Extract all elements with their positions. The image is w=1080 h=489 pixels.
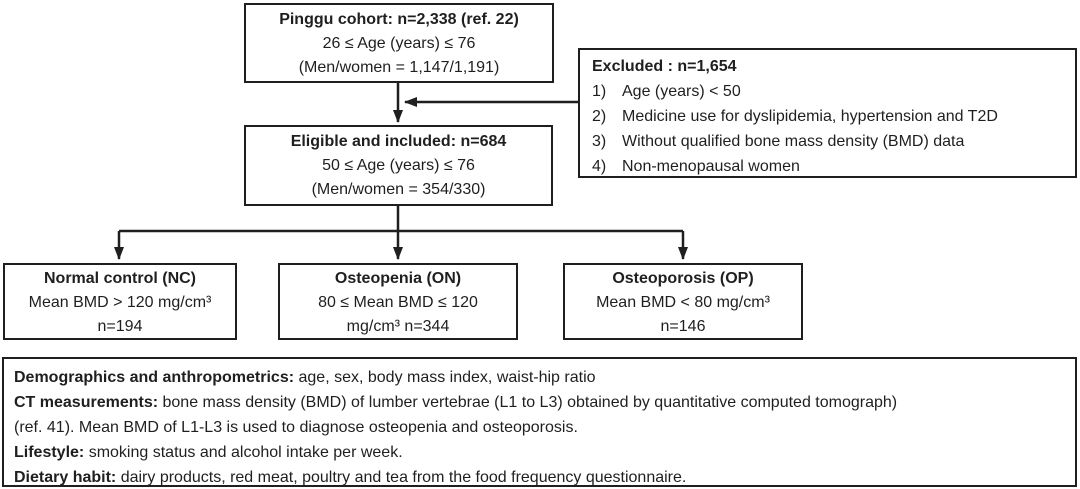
note-label: Demographics and anthropometrics:: [14, 369, 295, 386]
excluded-item-text: Non-menopausal women: [622, 158, 800, 175]
osteoporosis-criteria: Mean BMD < 80 mg/cm³: [596, 294, 770, 311]
excluded-item-number: 3): [592, 133, 607, 150]
note-line-demographics: Demographics and anthropometrics: age, s…: [14, 365, 1065, 390]
excluded-item-number: 2): [592, 108, 607, 125]
pinggu-cohort-title: Pinggu cohort: n=2,338 (ref. 22): [279, 11, 519, 28]
excluded-box: Excluded : n=1,654 1) Age (years) < 50 2…: [578, 48, 1077, 178]
note-label: Dietary habit:: [14, 469, 117, 486]
excluded-item: 2) Medicine use for dyslipidemia, hypert…: [592, 104, 1069, 129]
pinggu-cohort-men-women: (Men/women = 1,147/1,191): [298, 59, 500, 76]
normal-control-criteria: Mean BMD > 120 mg/cm³: [28, 294, 212, 311]
excluded-item-text: Without qualified bone mass density (BMD…: [622, 133, 965, 150]
normal-control-box: Normal control (NC) Mean BMD > 120 mg/cm…: [3, 263, 237, 340]
excluded-title: Excluded : n=1,654: [592, 58, 737, 75]
note-label: CT measurements:: [14, 394, 159, 411]
note-text: smoking status and alcohol intake per we…: [84, 444, 403, 461]
note-text: dairy products, red meat, poultry and te…: [116, 469, 687, 486]
excluded-item: 1) Age (years) < 50: [592, 79, 1069, 104]
osteopenia-criteria: 80 ≤ Mean BMD ≤ 120: [318, 294, 478, 311]
excluded-item-number: 4): [592, 158, 607, 175]
osteoporosis-count: n=146: [660, 318, 706, 335]
eligible-men-women: (Men/women = 354/330): [311, 181, 486, 198]
note-line-ct-measurements-cont: (ref. 41). Mean BMD of L1-L3 is used to …: [14, 415, 1065, 440]
normal-control-title: Normal control (NC): [44, 270, 196, 287]
osteopenia-box: Osteopenia (ON) 80 ≤ Mean BMD ≤ 120 mg/c…: [278, 263, 518, 340]
excluded-item-text: Age (years) < 50: [622, 83, 741, 100]
osteoporosis-box: Osteoporosis (OP) Mean BMD < 80 mg/cm³ n…: [563, 263, 803, 340]
measurements-notes-box: Demographics and anthropometrics: age, s…: [2, 357, 1077, 487]
eligible-age-range: 50 ≤ Age (years) ≤ 76: [322, 157, 475, 174]
excluded-item: 4) Non-menopausal women: [592, 154, 1069, 179]
eligible-box: Eligible and included: n=684 50 ≤ Age (y…: [244, 125, 553, 206]
osteoporosis-title: Osteoporosis (OP): [612, 270, 754, 287]
excluded-item-text: Medicine use for dyslipidemia, hypertens…: [622, 108, 998, 125]
note-text: bone mass density (BMD) of lumber verteb…: [158, 394, 898, 411]
excluded-item-number: 1): [592, 83, 607, 100]
note-line-ct-measurements: CT measurements: bone mass density (BMD)…: [14, 390, 1065, 415]
normal-control-count: n=194: [97, 318, 143, 335]
note-text: age, sex, body mass index, waist-hip rat…: [294, 369, 596, 386]
pinggu-cohort-box: Pinggu cohort: n=2,338 (ref. 22) 26 ≤ Ag…: [244, 3, 554, 83]
eligible-title: Eligible and included: n=684: [290, 133, 507, 150]
note-line-dietary-habit: Dietary habit: dairy products, red meat,…: [14, 465, 1065, 489]
osteopenia-count: mg/cm³ n=344: [346, 318, 450, 335]
excluded-item: 3) Without qualified bone mass density (…: [592, 129, 1069, 154]
pinggu-cohort-age-range: 26 ≤ Age (years) ≤ 76: [322, 35, 476, 52]
note-line-lifestyle: Lifestyle: smoking status and alcohol in…: [14, 440, 1065, 465]
note-text: (ref. 41). Mean BMD of L1-L3 is used to …: [14, 419, 578, 436]
osteopenia-title: Osteopenia (ON): [334, 270, 462, 287]
note-label: Lifestyle:: [14, 444, 85, 461]
